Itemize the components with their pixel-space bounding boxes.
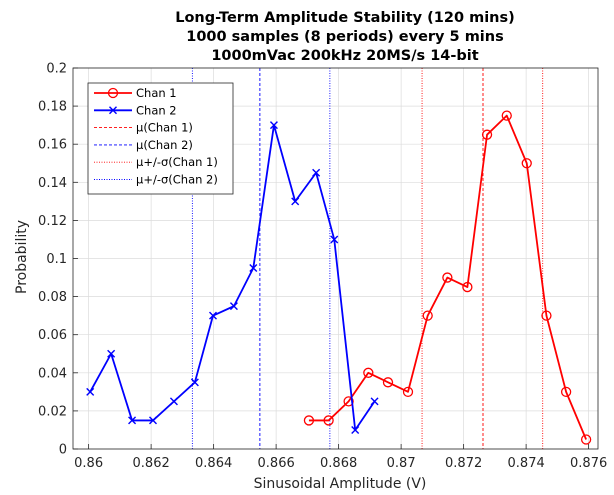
data-point xyxy=(402,386,414,398)
legend-entry: μ+/-σ(Chan 1) xyxy=(94,155,218,169)
y-tick-label: 0.16 xyxy=(38,138,67,153)
axis-ticks: 0.86 0.862 0.864 0.866 0.868 0.87 0.872 0.874 0.… xyxy=(38,62,607,472)
x-tick-label: 0.876 xyxy=(570,456,607,471)
data-point xyxy=(501,110,512,121)
data-point xyxy=(249,264,258,273)
chart-title-line-2: 1000 samples (8 periods) every 5 mins xyxy=(186,29,503,45)
legend-label: Chan 1 xyxy=(136,86,177,100)
legend-label: μ(Chan 1) xyxy=(136,121,193,135)
data-point xyxy=(107,349,116,358)
y-tick-label: 0 xyxy=(59,443,67,458)
x-tick-label: 0.872 xyxy=(445,456,482,471)
data-point xyxy=(541,310,552,321)
y-tick-label: 0.14 xyxy=(38,176,67,191)
legend-entry: μ(Chan 1) xyxy=(94,121,193,135)
data-point xyxy=(269,121,278,130)
data-point xyxy=(128,416,137,425)
legend-label: μ+/-σ(Chan 2) xyxy=(136,173,218,187)
data-point xyxy=(462,281,473,293)
data-point xyxy=(481,129,493,140)
data-point xyxy=(323,415,334,426)
chart-title-line-1: Long-Term Amplitude Stability (120 mins) xyxy=(175,10,515,26)
legend-entry: μ+/-σ(Chan 2) xyxy=(94,173,218,187)
x-tick-label: 0.874 xyxy=(508,456,545,471)
series-line-1 xyxy=(308,114,587,440)
data-point xyxy=(190,378,199,387)
data-point xyxy=(330,235,339,244)
data-point xyxy=(382,377,394,388)
y-tick-label: 0.1 xyxy=(46,252,67,267)
legend-label: μ+/-σ(Chan 1) xyxy=(136,155,218,169)
data-point xyxy=(229,302,238,311)
y-tick-label: 0.12 xyxy=(38,214,67,229)
data-point xyxy=(580,434,592,445)
data-point xyxy=(303,415,315,426)
data-point xyxy=(343,396,354,407)
data-point xyxy=(312,168,321,177)
x-axis-label: Sinusoidal Amplitude (V) xyxy=(254,476,427,492)
data-point xyxy=(351,425,360,434)
y-tick-label: 0.18 xyxy=(38,100,67,115)
legend-entry: Chan 1 xyxy=(94,86,177,100)
data-point xyxy=(560,386,572,398)
data-point xyxy=(521,158,532,169)
data-point xyxy=(363,367,374,378)
y-tick-label: 0.2 xyxy=(46,62,67,77)
legend: Chan 1 Chan 2 μ(Chan 1) μ(Chan 2) μ+/-σ(Chan… xyxy=(87,82,234,195)
data-point xyxy=(370,397,379,406)
y-tick-label: 0.02 xyxy=(38,404,67,419)
x-tick-label: 0.87 xyxy=(387,456,416,471)
x-tick-label: 0.868 xyxy=(320,456,357,471)
legend-entry: μ(Chan 2) xyxy=(94,138,193,152)
legend-label: μ(Chan 2) xyxy=(136,138,193,152)
y-tick-label: 0.08 xyxy=(38,290,67,305)
data-point xyxy=(86,387,95,396)
data-point xyxy=(442,272,453,283)
grid xyxy=(73,67,598,450)
data-point xyxy=(149,416,157,425)
y-axis-label: Probability xyxy=(14,220,30,294)
data-point xyxy=(169,397,178,406)
x-tick-label: 0.86 xyxy=(74,456,103,471)
y-tick-label: 0.06 xyxy=(38,328,67,343)
data-point xyxy=(209,311,217,320)
x-tick-label: 0.862 xyxy=(133,456,170,471)
y-tick-label: 0.04 xyxy=(38,366,67,381)
legend-label: Chan 2 xyxy=(136,103,177,117)
series-group xyxy=(86,110,592,445)
x-tick-label: 0.866 xyxy=(258,456,295,471)
legend-box xyxy=(87,82,234,195)
legend-entry: Chan 2 xyxy=(94,103,177,117)
data-point xyxy=(422,310,433,321)
data-point xyxy=(291,197,300,206)
chart-title-line-3: 1000mVac 200kHz 20MS/s 14-bit xyxy=(211,48,478,64)
x-tick-label: 0.864 xyxy=(195,456,232,471)
